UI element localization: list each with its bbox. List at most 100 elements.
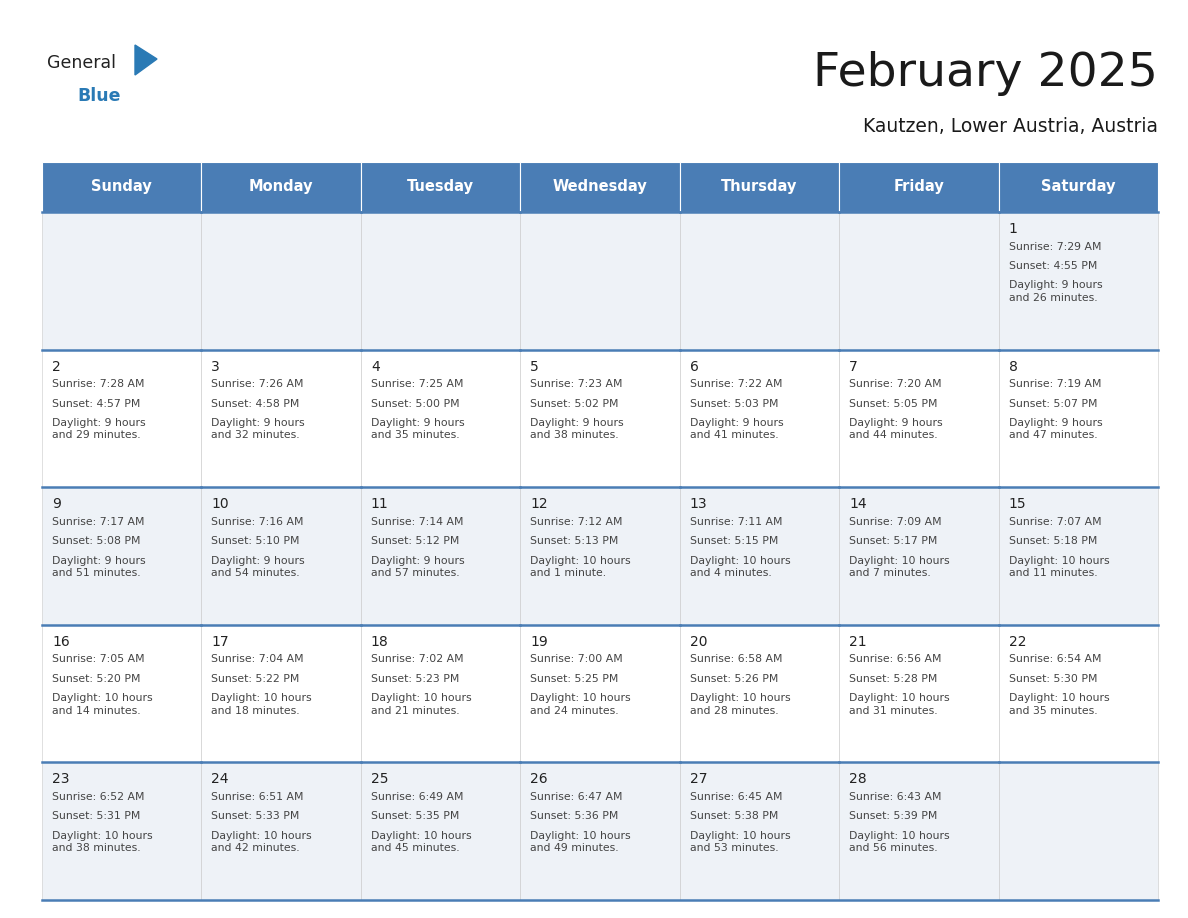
Text: Sunrise: 7:20 AM: Sunrise: 7:20 AM: [849, 379, 942, 389]
Text: Daylight: 10 hours
and 53 minutes.: Daylight: 10 hours and 53 minutes.: [690, 831, 790, 854]
Bar: [999, 350, 1158, 487]
Text: Sunset: 5:30 PM: Sunset: 5:30 PM: [1009, 674, 1097, 684]
Text: 21: 21: [849, 635, 867, 649]
Text: 12: 12: [530, 498, 548, 511]
Text: Daylight: 9 hours
and 38 minutes.: Daylight: 9 hours and 38 minutes.: [530, 418, 624, 441]
Text: Sunset: 5:28 PM: Sunset: 5:28 PM: [849, 674, 937, 684]
Text: Sunrise: 7:02 AM: Sunrise: 7:02 AM: [371, 655, 463, 665]
Text: 3: 3: [211, 360, 220, 374]
Text: Daylight: 10 hours
and 4 minutes.: Daylight: 10 hours and 4 minutes.: [690, 555, 790, 578]
Bar: [361, 162, 520, 212]
Text: Daylight: 9 hours
and 44 minutes.: Daylight: 9 hours and 44 minutes.: [849, 418, 943, 441]
Bar: [680, 625, 839, 763]
Text: Daylight: 9 hours
and 57 minutes.: Daylight: 9 hours and 57 minutes.: [371, 555, 465, 578]
Text: Sunset: 5:00 PM: Sunset: 5:00 PM: [371, 398, 460, 409]
Text: Daylight: 10 hours
and 35 minutes.: Daylight: 10 hours and 35 minutes.: [1009, 693, 1110, 716]
Bar: [520, 763, 680, 900]
Text: 5: 5: [530, 360, 539, 374]
Bar: [202, 487, 361, 625]
Text: Sunset: 5:23 PM: Sunset: 5:23 PM: [371, 674, 460, 684]
Text: Sunrise: 6:47 AM: Sunrise: 6:47 AM: [530, 792, 623, 802]
Text: Daylight: 10 hours
and 14 minutes.: Daylight: 10 hours and 14 minutes.: [52, 693, 152, 716]
Text: Sunrise: 6:58 AM: Sunrise: 6:58 AM: [690, 655, 782, 665]
Bar: [202, 625, 361, 763]
Text: Sunset: 5:10 PM: Sunset: 5:10 PM: [211, 536, 299, 546]
Text: Wednesday: Wednesday: [552, 180, 647, 195]
Text: Sunset: 5:36 PM: Sunset: 5:36 PM: [530, 812, 619, 822]
Text: Daylight: 9 hours
and 32 minutes.: Daylight: 9 hours and 32 minutes.: [211, 418, 305, 441]
Bar: [42, 212, 202, 350]
Text: Thursday: Thursday: [721, 180, 797, 195]
Bar: [999, 162, 1158, 212]
Text: Daylight: 10 hours
and 7 minutes.: Daylight: 10 hours and 7 minutes.: [849, 555, 949, 578]
Text: Tuesday: Tuesday: [407, 180, 474, 195]
Text: Daylight: 10 hours
and 56 minutes.: Daylight: 10 hours and 56 minutes.: [849, 831, 949, 854]
Text: 7: 7: [849, 360, 858, 374]
Bar: [42, 162, 202, 212]
Bar: [839, 350, 999, 487]
Text: Daylight: 10 hours
and 42 minutes.: Daylight: 10 hours and 42 minutes.: [211, 831, 312, 854]
Text: Sunset: 5:05 PM: Sunset: 5:05 PM: [849, 398, 937, 409]
Text: 8: 8: [1009, 360, 1017, 374]
Bar: [839, 212, 999, 350]
Text: Daylight: 10 hours
and 11 minutes.: Daylight: 10 hours and 11 minutes.: [1009, 555, 1110, 578]
Bar: [520, 162, 680, 212]
Bar: [520, 212, 680, 350]
Text: Sunrise: 6:54 AM: Sunrise: 6:54 AM: [1009, 655, 1101, 665]
Text: Sunrise: 7:19 AM: Sunrise: 7:19 AM: [1009, 379, 1101, 389]
Text: 22: 22: [1009, 635, 1026, 649]
Bar: [680, 763, 839, 900]
Text: Sunset: 5:39 PM: Sunset: 5:39 PM: [849, 812, 937, 822]
Bar: [42, 487, 202, 625]
Text: Sunrise: 6:56 AM: Sunrise: 6:56 AM: [849, 655, 942, 665]
Text: 2: 2: [52, 360, 61, 374]
Text: Daylight: 9 hours
and 41 minutes.: Daylight: 9 hours and 41 minutes.: [690, 418, 783, 441]
Text: February 2025: February 2025: [813, 50, 1158, 95]
Text: Sunset: 4:55 PM: Sunset: 4:55 PM: [1009, 261, 1097, 271]
Text: Sunset: 5:03 PM: Sunset: 5:03 PM: [690, 398, 778, 409]
Bar: [361, 763, 520, 900]
Bar: [361, 625, 520, 763]
Text: Sunrise: 7:28 AM: Sunrise: 7:28 AM: [52, 379, 145, 389]
Text: Daylight: 9 hours
and 47 minutes.: Daylight: 9 hours and 47 minutes.: [1009, 418, 1102, 441]
Text: Sunset: 5:35 PM: Sunset: 5:35 PM: [371, 812, 460, 822]
Bar: [680, 212, 839, 350]
Text: Daylight: 10 hours
and 24 minutes.: Daylight: 10 hours and 24 minutes.: [530, 693, 631, 716]
Bar: [839, 625, 999, 763]
Bar: [839, 763, 999, 900]
Bar: [42, 763, 202, 900]
Text: 11: 11: [371, 498, 388, 511]
Text: Daylight: 9 hours
and 26 minutes.: Daylight: 9 hours and 26 minutes.: [1009, 281, 1102, 303]
Text: Sunset: 5:12 PM: Sunset: 5:12 PM: [371, 536, 460, 546]
Text: Daylight: 10 hours
and 31 minutes.: Daylight: 10 hours and 31 minutes.: [849, 693, 949, 716]
Bar: [202, 162, 361, 212]
Text: 17: 17: [211, 635, 229, 649]
Text: Sunset: 5:15 PM: Sunset: 5:15 PM: [690, 536, 778, 546]
Text: Sunrise: 7:23 AM: Sunrise: 7:23 AM: [530, 379, 623, 389]
Polygon shape: [135, 45, 157, 75]
Text: Sunset: 5:31 PM: Sunset: 5:31 PM: [52, 812, 140, 822]
Text: Sunset: 5:25 PM: Sunset: 5:25 PM: [530, 674, 619, 684]
Text: Sunset: 5:22 PM: Sunset: 5:22 PM: [211, 674, 299, 684]
Text: Sunrise: 6:51 AM: Sunrise: 6:51 AM: [211, 792, 304, 802]
Bar: [520, 487, 680, 625]
Text: Sunset: 5:13 PM: Sunset: 5:13 PM: [530, 536, 619, 546]
Text: Sunrise: 7:26 AM: Sunrise: 7:26 AM: [211, 379, 304, 389]
Text: Sunset: 4:57 PM: Sunset: 4:57 PM: [52, 398, 140, 409]
Text: Sunrise: 7:14 AM: Sunrise: 7:14 AM: [371, 517, 463, 527]
Bar: [680, 487, 839, 625]
Text: 27: 27: [690, 772, 707, 787]
Text: Sunrise: 6:45 AM: Sunrise: 6:45 AM: [690, 792, 782, 802]
Text: Sunset: 5:08 PM: Sunset: 5:08 PM: [52, 536, 140, 546]
Text: 20: 20: [690, 635, 707, 649]
Text: Daylight: 10 hours
and 49 minutes.: Daylight: 10 hours and 49 minutes.: [530, 831, 631, 854]
Bar: [202, 763, 361, 900]
Text: Saturday: Saturday: [1041, 180, 1116, 195]
Text: Daylight: 10 hours
and 1 minute.: Daylight: 10 hours and 1 minute.: [530, 555, 631, 578]
Text: Sunrise: 6:43 AM: Sunrise: 6:43 AM: [849, 792, 942, 802]
Bar: [202, 350, 361, 487]
Bar: [42, 625, 202, 763]
Bar: [680, 350, 839, 487]
Text: Sunset: 5:18 PM: Sunset: 5:18 PM: [1009, 536, 1097, 546]
Bar: [839, 162, 999, 212]
